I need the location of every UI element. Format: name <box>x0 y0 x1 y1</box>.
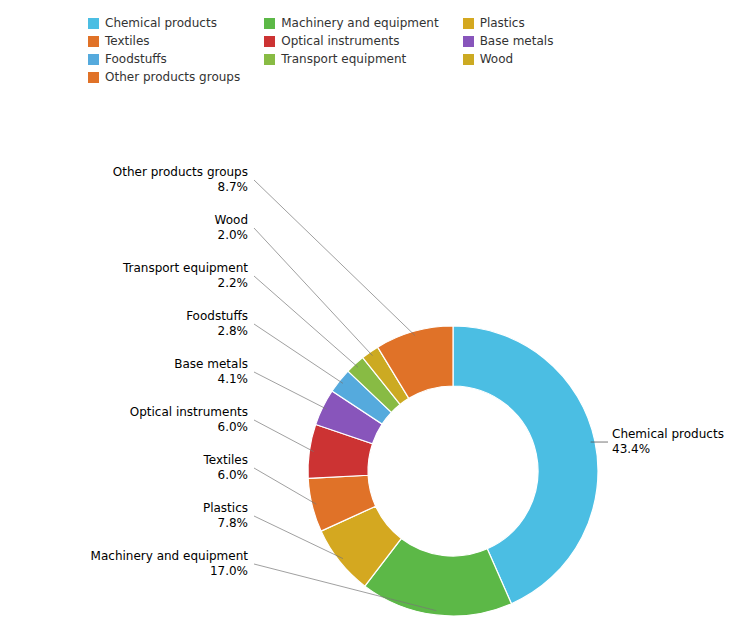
svg-text:Other products groups8.7%: Other products groups8.7% <box>113 165 248 193</box>
svg-text:Plastics7.8%: Plastics7.8% <box>203 501 248 529</box>
svg-text:Chemical products43.4%: Chemical products43.4% <box>612 427 724 455</box>
html-text:Wood: Wood <box>479 52 514 66</box>
html-text:Plastics: Plastics <box>479 16 525 30</box>
svg-text:Optical instruments6.0%: Optical instruments6.0% <box>130 405 248 433</box>
svg-text:Transport equipment2.2%: Transport equipment2.2% <box>122 261 248 289</box>
html-text:Base metals: Base metals <box>479 34 554 48</box>
html-text:Optical instruments: Optical instruments <box>281 34 400 48</box>
svg-text:Foodstuffs2.8%: Foodstuffs2.8% <box>186 309 248 337</box>
svg-text:Textiles6.0%: Textiles6.0% <box>202 453 248 481</box>
svg-text:Machinery and equipment17.0%: Machinery and equipment17.0% <box>91 549 249 577</box>
svg-text:Base metals4.1%: Base metals4.1% <box>174 357 248 385</box>
html-text:Transport equipment: Transport equipment <box>281 52 407 66</box>
html-text:Textiles: Textiles <box>105 34 150 48</box>
html-text:Machinery and equipment: Machinery and equipment <box>281 16 439 30</box>
html-text:Other products groups: Other products groups <box>105 70 241 84</box>
html-text:Foodstuffs: Foodstuffs <box>105 52 167 66</box>
svg-text:Wood2.0%: Wood2.0% <box>215 213 248 241</box>
html-text:Chemical products: Chemical products <box>105 16 217 30</box>
